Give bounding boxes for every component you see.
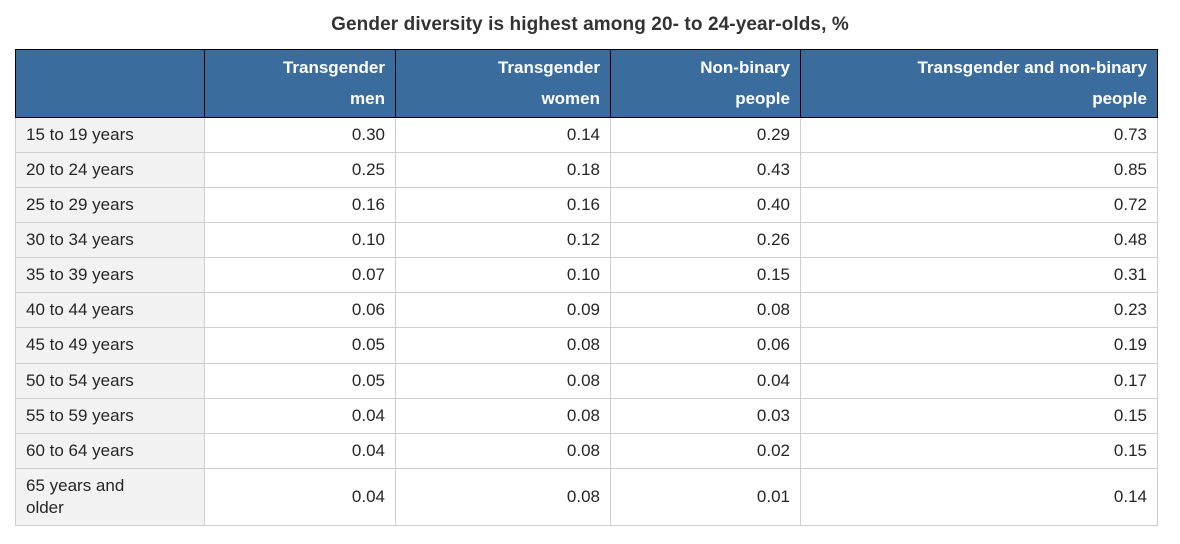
row-label: 35 to 39 years [15, 257, 205, 294]
row-label: 15 to 19 years [15, 116, 205, 153]
table-row: 50 to 54 years 0.05 0.08 0.04 0.17 [15, 362, 1158, 399]
cell-value: 0.08 [395, 467, 611, 527]
table-row: 65 years and older 0.04 0.08 0.01 0.14 [15, 467, 1158, 527]
cell-value: 0.29 [610, 116, 801, 153]
table-row: 15 to 19 years 0.30 0.14 0.29 0.73 [15, 116, 1158, 153]
table-body: 15 to 19 years 0.30 0.14 0.29 0.73 20 to 24 y… [15, 116, 1158, 527]
row-label: 65 years and older [15, 467, 205, 527]
table-header: Transgender men Transgender women Non-bina… [15, 49, 1158, 118]
column-header: Transgender men [204, 49, 396, 118]
cell-value: 0.08 [395, 397, 611, 434]
column-header: Transgender women [395, 49, 611, 118]
row-label: 40 to 44 years [15, 292, 205, 329]
column-header: Transgender and non-binary people [800, 49, 1158, 118]
cell-value: 0.30 [204, 116, 396, 153]
row-label: 25 to 29 years [15, 187, 205, 224]
cell-value: 0.02 [610, 432, 801, 469]
cell-value: 0.05 [204, 327, 396, 364]
row-label: 50 to 54 years [15, 362, 205, 399]
cell-value: 0.85 [800, 151, 1158, 189]
table-row: 35 to 39 years 0.07 0.10 0.15 0.31 [15, 257, 1158, 294]
cell-value: 0.26 [610, 222, 801, 259]
cell-value: 0.04 [204, 397, 396, 434]
cell-value: 0.17 [800, 362, 1158, 399]
cell-value: 0.31 [800, 257, 1158, 294]
table-row: 40 to 44 years 0.06 0.09 0.08 0.23 [15, 292, 1158, 329]
row-label: 30 to 34 years [15, 222, 205, 259]
table-row: 55 to 59 years 0.04 0.08 0.03 0.15 [15, 397, 1158, 434]
table-row: 60 to 64 years 0.04 0.08 0.02 0.15 [15, 432, 1158, 469]
cell-value: 0.08 [395, 327, 611, 364]
row-label: 45 to 49 years [15, 327, 205, 364]
cell-value: 0.15 [610, 257, 801, 294]
cell-value: 0.16 [204, 187, 396, 224]
cell-value: 0.08 [395, 362, 611, 399]
row-label: 55 to 59 years [15, 397, 205, 434]
table-row: 45 to 49 years 0.05 0.08 0.06 0.19 [15, 327, 1158, 364]
cell-value: 0.01 [610, 467, 801, 527]
cell-value: 0.08 [395, 432, 611, 469]
cell-value: 0.25 [204, 151, 396, 189]
cell-value: 0.04 [204, 432, 396, 469]
row-label: 60 to 64 years [15, 432, 205, 469]
cell-value: 0.43 [610, 151, 801, 189]
cell-value: 0.19 [800, 327, 1158, 364]
cell-value: 0.73 [800, 116, 1158, 153]
cell-value: 0.08 [610, 292, 801, 329]
row-label: 20 to 24 years [15, 151, 205, 189]
cell-value: 0.23 [800, 292, 1158, 329]
cell-value: 0.16 [395, 187, 611, 224]
cell-value: 0.14 [800, 467, 1158, 527]
corner-header [15, 49, 205, 118]
cell-value: 0.06 [610, 327, 801, 364]
cell-value: 0.12 [395, 222, 611, 259]
cell-value: 0.15 [800, 432, 1158, 469]
cell-value: 0.72 [800, 187, 1158, 224]
gender-diversity-table: Transgender men Transgender women Non-bina… [15, 49, 1158, 527]
cell-value: 0.18 [395, 151, 611, 189]
cell-value: 0.40 [610, 187, 801, 224]
chart-title: Gender diversity is highest among 20- to… [331, 14, 849, 35]
cell-value: 0.10 [395, 257, 611, 294]
column-header: Non-binary people [610, 49, 801, 118]
cell-value: 0.05 [204, 362, 396, 399]
cell-value: 0.06 [204, 292, 396, 329]
header-row: Transgender men Transgender women Non-bina… [15, 49, 1158, 118]
table-row: 20 to 24 years 0.25 0.18 0.43 0.85 [15, 151, 1158, 189]
table-row: 25 to 29 years 0.16 0.16 0.40 0.72 [15, 187, 1158, 224]
cell-value: 0.03 [610, 397, 801, 434]
cell-value: 0.10 [204, 222, 396, 259]
cell-value: 0.04 [610, 362, 801, 399]
cell-value: 0.48 [800, 222, 1158, 259]
table-row: 30 to 34 years 0.10 0.12 0.26 0.48 [15, 222, 1158, 259]
cell-value: 0.04 [204, 467, 396, 527]
cell-value: 0.07 [204, 257, 396, 294]
cell-value: 0.09 [395, 292, 611, 329]
cell-value: 0.14 [395, 116, 611, 153]
cell-value: 0.15 [800, 397, 1158, 434]
